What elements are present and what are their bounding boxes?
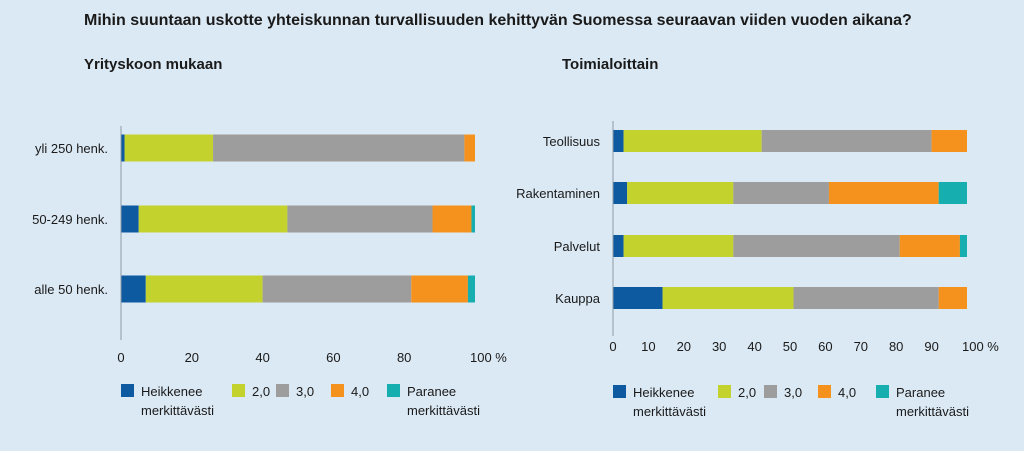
size-legend-label-0-1: merkittävästi [141,403,214,418]
industry-tick-label-5: 50 [783,339,797,354]
chart-left-title: Yrityskoon mukaan [84,56,223,73]
industry-bar-0-segment-1 [623,130,762,152]
main-title: Mihin suuntaan uskotte yhteiskunnan turv… [84,12,912,29]
size-legend-swatch-4 [387,384,400,397]
industry-bar-1-segment-4 [938,182,967,204]
size-legend-swatch-3 [331,384,344,397]
industry-legend-label-1-0: 2,0 [738,385,756,400]
size-bar-2-segment-2 [262,275,412,303]
size-legend-label-2-0: 3,0 [296,384,314,399]
industry-bar-2-segment-1 [623,235,734,257]
industry-tick-label-3: 30 [712,339,726,354]
size-tick-label-3: 60 [326,350,340,365]
size-bar-2-segment-4 [467,275,475,303]
size-legend-label-0-0: Heikkenee [141,384,202,399]
industry-legend-label-3-0: 4,0 [838,385,856,400]
size-bar-1-segment-2 [287,205,433,233]
industry-bar-2-segment-3 [899,235,960,257]
industry-legend-label-4-1: merkittävästi [896,404,969,419]
industry-legend-swatch-3 [818,385,831,398]
industry-bar-2-segment-2 [733,235,900,257]
size-bar-0-segment-2 [213,134,465,162]
industry-bar-2-segment-0 [613,235,624,257]
industry-tick-label-4: 40 [747,339,761,354]
industry-tick-label-7: 70 [854,339,868,354]
size-tick-label-4: 80 [397,350,411,365]
industry-bar-3-segment-2 [793,287,939,309]
size-legend-label-4-0: Paranee [407,384,456,399]
size-legend-swatch-2 [276,384,289,397]
size-category-label-2: alle 50 henk. [34,282,108,297]
industry-bar-2-segment-4 [959,235,967,257]
industry-category-label-3: Kauppa [555,291,601,306]
industry-tick-label-8: 80 [889,339,903,354]
size-legend-label-4-1: merkittävästi [407,403,480,418]
chart-right-title: Toimialoittain [562,56,659,73]
size-bar-0-segment-0 [121,134,125,162]
size-category-label-1: 50-249 henk. [32,212,108,227]
industry-bar-0-segment-3 [931,130,967,152]
industry-category-label-2: Palvelut [554,239,601,254]
size-tick-label-2: 40 [255,350,269,365]
industry-bar-1-segment-0 [613,182,628,204]
industry-legend-swatch-2 [764,385,777,398]
size-tick-label-5: 100 % [470,350,507,365]
industry-legend-swatch-4 [876,385,889,398]
size-legend-swatch-1 [232,384,245,397]
size-bar-2-segment-0 [121,275,146,303]
industry-tick-label-9: 90 [924,339,938,354]
size-bar-2-segment-3 [411,275,468,303]
size-bar-0-segment-3 [464,134,475,162]
industry-bar-3-segment-0 [613,287,663,309]
size-category-label-0: yli 250 henk. [35,141,108,156]
size-tick-label-0: 0 [117,350,124,365]
industry-legend-label-0-0: Heikkenee [633,385,694,400]
industry-tick-label-2: 20 [677,339,691,354]
industry-legend-label-0-1: merkittävästi [633,404,706,419]
size-legend-label-3-0: 4,0 [351,384,369,399]
industry-bar-1-segment-2 [733,182,829,204]
size-tick-label-1: 20 [185,350,199,365]
size-bar-1-segment-1 [138,205,288,233]
industry-category-label-0: Teollisuus [543,134,601,149]
industry-tick-label-10: 100 % [962,339,999,354]
size-bar-2-segment-1 [145,275,263,303]
size-bar-0-segment-1 [124,134,214,162]
industry-category-label-1: Rakentaminen [516,186,600,201]
industry-bar-0-segment-0 [613,130,624,152]
industry-tick-label-0: 0 [609,339,616,354]
industry-bar-3-segment-3 [938,287,967,309]
industry-tick-label-6: 60 [818,339,832,354]
industry-bar-3-segment-1 [662,287,794,309]
industry-tick-label-1: 10 [641,339,655,354]
size-bar-1-segment-3 [432,205,472,233]
industry-bar-0-segment-2 [761,130,932,152]
industry-bar-1-segment-1 [627,182,734,204]
size-bar-1-segment-4 [471,205,475,233]
size-legend-label-1-0: 2,0 [252,384,270,399]
industry-legend-label-4-0: Paranee [896,385,945,400]
size-legend-swatch-0 [121,384,134,397]
industry-legend-label-2-0: 3,0 [784,385,802,400]
industry-legend-swatch-1 [718,385,731,398]
size-bar-1-segment-0 [121,205,139,233]
industry-bar-1-segment-3 [828,182,939,204]
industry-legend-swatch-0 [613,385,626,398]
